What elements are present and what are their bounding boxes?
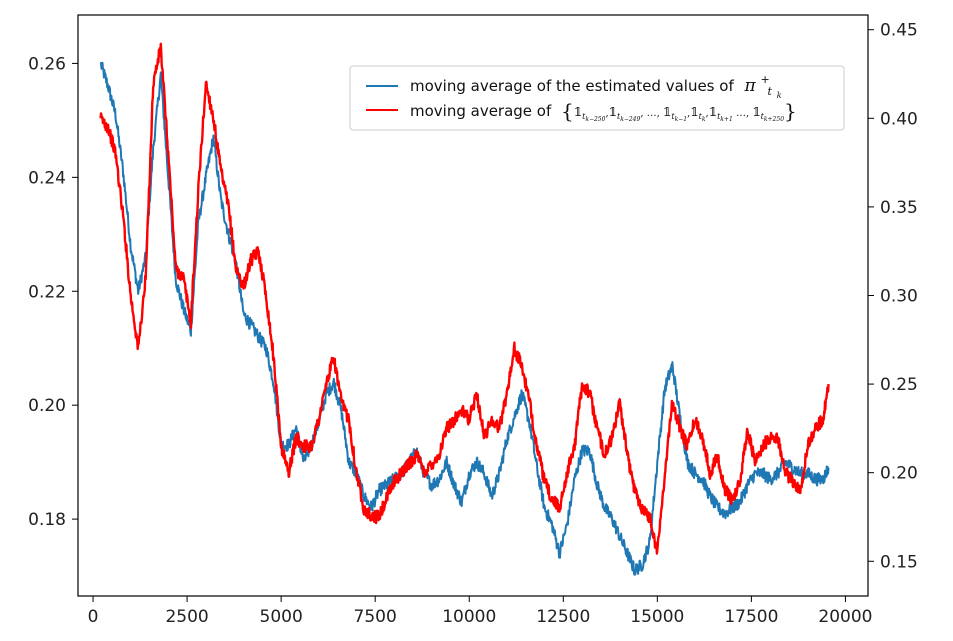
legend-blue-sup: + <box>760 73 769 86</box>
legend: moving average of the estimated values o… <box>349 65 845 131</box>
series-line-red <box>99 42 830 555</box>
legend-blue-math: π <box>744 76 757 96</box>
legend-blue-prefix: moving average of the estimated values o… <box>410 77 734 95</box>
axis-layer: 0 2500 5000 7500 10000 12500 15000 17500 20000 0.… <box>28 21 918 627</box>
y-right-tick-label: 0.25 <box>880 375 918 395</box>
legend-label-blue: moving average of the estimated values o… <box>410 69 782 100</box>
x-tick-label: 10000 <box>442 607 496 627</box>
legend-box <box>349 65 845 131</box>
x-tick-label: 20000 <box>818 607 872 627</box>
y-left-tick-label: 0.24 <box>28 168 66 188</box>
x-tick-label: 12500 <box>536 607 590 627</box>
x-tick-label: 2500 <box>165 607 208 627</box>
plot-frame <box>77 14 869 597</box>
y-left-tick-label: 0.20 <box>28 396 66 416</box>
x-tick-label: 15000 <box>630 607 684 627</box>
legend-red-set: {𝟙tk−250,𝟙tk−249, …, 𝟙tk−1,𝟙tk,𝟙tk+1 …, … <box>561 99 797 123</box>
y-left-tick-label: 0.26 <box>28 54 66 74</box>
y-right-tick-label: 0.20 <box>880 464 918 484</box>
legend-red-prefix: moving average of <box>410 102 552 120</box>
x-tick-label: 17500 <box>724 607 778 627</box>
y-right-tick-label: 0.35 <box>880 198 918 218</box>
legend-label-red: moving average of <box>410 102 552 120</box>
y-right-tick-label: 0.45 <box>880 21 918 41</box>
x-tick-label: 7500 <box>354 607 397 627</box>
y-right-tick-label: 0.40 <box>880 109 918 129</box>
y-left-tick-label: 0.18 <box>28 510 66 530</box>
x-tick-label: 5000 <box>260 607 303 627</box>
y-right-tick-label: 0.15 <box>880 552 918 572</box>
y-left-tick-label: 0.22 <box>28 282 66 302</box>
x-tick-label: 0 <box>88 607 99 627</box>
y-right-tick-label: 0.30 <box>880 286 918 306</box>
legend-blue-subsub: k <box>777 91 782 100</box>
series-line-blue <box>99 61 830 576</box>
series-layer <box>99 42 830 576</box>
legend-blue-sub: t <box>767 85 772 98</box>
